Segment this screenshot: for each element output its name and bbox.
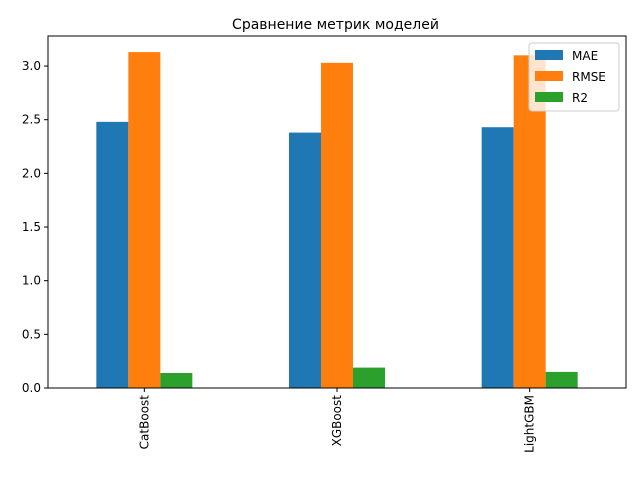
x-axis: CatBoost XGBoost LightGBM [137, 388, 537, 453]
y-axis: 0.0 0.5 1.0 1.5 2.0 2.5 3.0 [22, 59, 48, 395]
y-tick-label: 0.5 [22, 327, 41, 341]
bar-r2-catboost [160, 372, 193, 388]
bar-mae-catboost [96, 121, 129, 388]
bar-mae-xgboost [289, 132, 321, 388]
y-tick-label: 1.5 [22, 220, 41, 234]
legend-label-rmse: RMSE [572, 70, 606, 84]
bars [96, 52, 578, 388]
y-tick-label: 2.5 [22, 113, 41, 127]
y-tick-label: 0.0 [22, 381, 41, 395]
x-tick-label-lightgbm: LightGBM [523, 395, 537, 453]
x-tick-label-xgboost: XGBoost [330, 395, 344, 447]
legend-label-r2: R2 [572, 91, 588, 105]
bar-r2-xgboost [353, 367, 385, 388]
y-tick-label: 1.0 [22, 274, 41, 288]
bar-r2-lightgbm [545, 371, 578, 388]
bar-mae-lightgbm [481, 127, 514, 388]
legend-swatch-rmse [535, 71, 563, 81]
chart-title: Сравнение метрик моделей [232, 17, 439, 33]
legend-swatch-mae [535, 50, 563, 60]
legend-swatch-r2 [535, 92, 563, 102]
legend-label-mae: MAE [572, 49, 598, 63]
y-tick-label: 3.0 [22, 59, 41, 73]
x-tick-label-catboost: CatBoost [137, 395, 151, 450]
bar-rmse-catboost [128, 52, 161, 388]
bar-rmse-xgboost [321, 62, 353, 388]
legend: MAE RMSE R2 [528, 42, 620, 112]
y-tick-label: 2.0 [22, 166, 41, 180]
